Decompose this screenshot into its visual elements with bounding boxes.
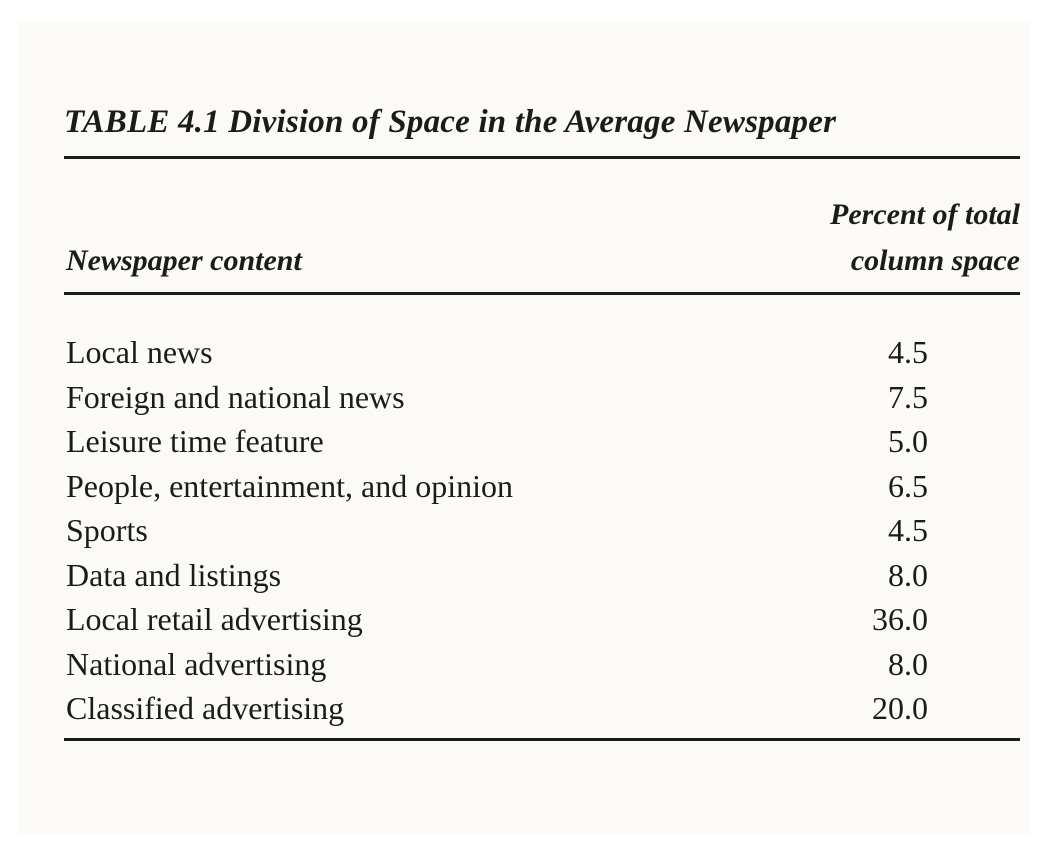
- row-value: 6.5: [888, 467, 928, 504]
- scanned-page: TABLE 4.1 Division of Space in the Avera…: [18, 22, 1030, 834]
- row-label: National advertising: [66, 645, 327, 682]
- row-label: Classified advertising: [66, 690, 345, 726]
- table-caption: TABLE 4.1 Division of Space in the Avera…: [64, 104, 837, 140]
- table-row: Foreign and national news 7.5: [64, 375, 1020, 420]
- row-value: 8.0: [888, 556, 928, 593]
- row-value: 36.0: [872, 601, 928, 637]
- table-body: Local news 4.5 Foreign and national news…: [64, 330, 1020, 731]
- table-row: Local retail advertising 36.0: [64, 597, 1020, 642]
- row-label: People, entertainment, and opinion: [66, 467, 513, 504]
- row-label: Foreign and national news: [66, 378, 405, 415]
- column-header-percent-line1: Percent of total: [830, 198, 1020, 231]
- header-rule: [64, 292, 1020, 295]
- table-row: Local news 4.5: [64, 330, 1020, 375]
- row-value: 5.0: [888, 423, 928, 459]
- row-label: Local retail advertising: [66, 601, 363, 637]
- row-label: Sports: [66, 512, 148, 548]
- top-rule: [64, 156, 1020, 159]
- row-label: Data and listings: [66, 556, 282, 593]
- table-row: People, entertainment, and opinion 6.5: [64, 464, 1020, 509]
- column-header-percent-line2: column space: [850, 244, 1020, 277]
- row-label: Local news: [66, 334, 213, 370]
- table-row: Leisure time feature 5.0: [64, 419, 1020, 464]
- row-value: 4.5: [888, 334, 928, 370]
- column-header-percent: Percent of total column space: [830, 192, 1020, 284]
- table-row: Sports 4.5: [64, 508, 1020, 553]
- row-value: 7.5: [888, 378, 928, 415]
- row-value: 4.5: [888, 512, 928, 548]
- table-row: Data and listings 8.0: [64, 553, 1020, 598]
- table-row: National advertising 8.0: [64, 642, 1020, 687]
- row-value: 8.0: [888, 645, 928, 682]
- row-label: Leisure time feature: [66, 423, 324, 459]
- table-row: Classified advertising 20.0: [64, 686, 1020, 731]
- row-value: 20.0: [872, 690, 928, 726]
- column-header-content: Newspaper content: [66, 244, 302, 277]
- bottom-rule: [64, 738, 1020, 741]
